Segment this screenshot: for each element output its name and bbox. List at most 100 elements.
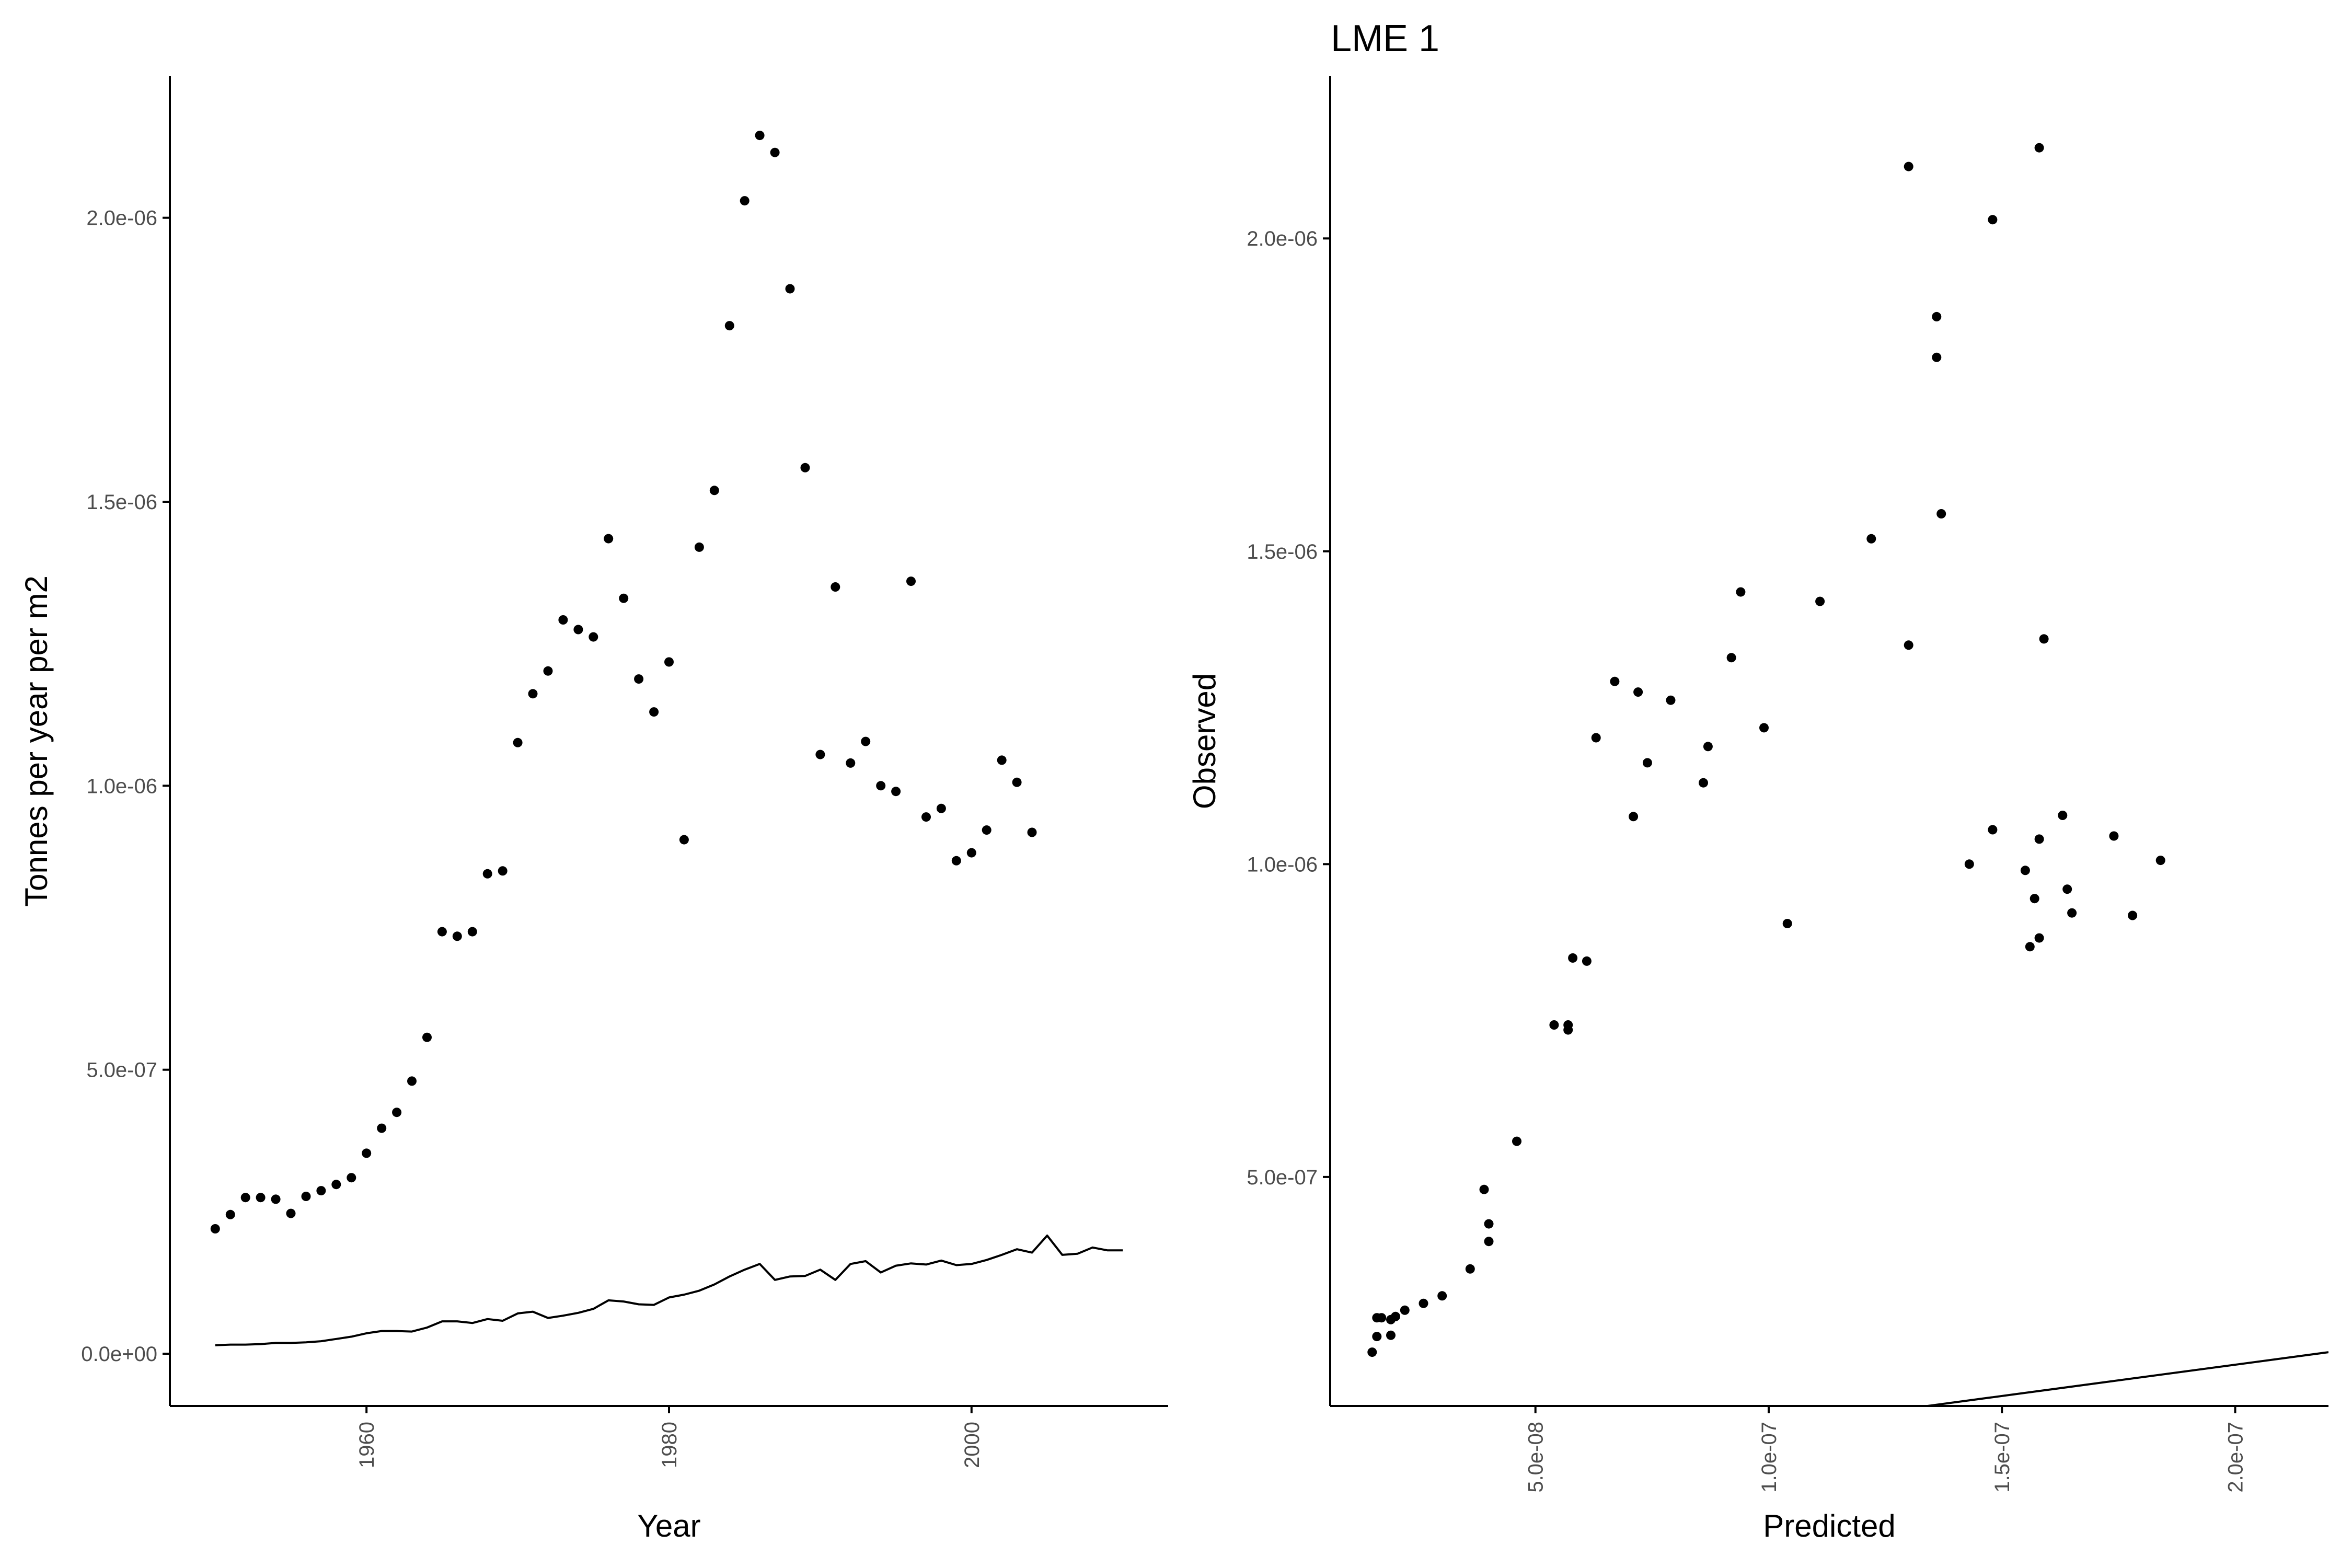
right-data-point bbox=[1815, 596, 1825, 606]
left-y-tick-label: 1.5e-06 bbox=[86, 491, 157, 514]
right-data-point bbox=[1391, 1311, 1400, 1321]
right-x-tick-label: 1.5e-07 bbox=[1991, 1422, 2014, 1493]
right-plot-area bbox=[1367, 143, 2328, 1406]
right-data-point bbox=[1512, 1136, 1521, 1146]
left-data-point bbox=[906, 577, 916, 586]
left-data-point bbox=[331, 1180, 341, 1190]
left-data-point bbox=[966, 848, 976, 858]
right-data-point bbox=[1964, 859, 1974, 869]
right-data-point bbox=[1568, 953, 1578, 963]
left-data-point bbox=[785, 284, 795, 294]
left-data-point bbox=[286, 1208, 296, 1218]
left-data-point bbox=[1012, 777, 1022, 787]
left-data-point bbox=[831, 582, 840, 592]
right-panel: 5.0e-07 1.0e-06 1.5e-06 2.0e-06 5.0e-08 1.0e-… bbox=[1187, 76, 2328, 1543]
left-data-point bbox=[891, 787, 901, 797]
right-data-point bbox=[1726, 653, 1736, 663]
right-data-point bbox=[2030, 894, 2039, 904]
right-data-point bbox=[1904, 162, 1913, 171]
right-data-point bbox=[2058, 811, 2068, 820]
left-data-point bbox=[210, 1224, 220, 1233]
right-x-tick-label: 5.0e-08 bbox=[1525, 1422, 1548, 1493]
left-data-point bbox=[982, 825, 991, 835]
right-data-point bbox=[1484, 1237, 1494, 1247]
left-data-point bbox=[513, 737, 523, 747]
right-data-point bbox=[1866, 534, 1876, 544]
right-y-tick-label: 1.0e-06 bbox=[1247, 853, 1318, 876]
right-data-point bbox=[2155, 856, 2165, 866]
left-panel: 0.0e+00 5.0e-07 1.0e-06 1.5e-06 2.0e-06 1960 1… bbox=[19, 76, 1168, 1543]
left-data-point bbox=[543, 666, 553, 676]
left-data-point bbox=[558, 615, 568, 625]
left-data-point bbox=[709, 486, 719, 495]
right-data-point bbox=[1633, 687, 1643, 697]
left-data-point bbox=[256, 1193, 266, 1203]
right-data-point bbox=[1932, 312, 1942, 321]
right-data-point bbox=[1736, 587, 1746, 597]
left-data-point bbox=[664, 657, 674, 667]
left-data-point bbox=[528, 689, 538, 699]
right-data-point bbox=[2034, 933, 2044, 943]
left-data-point bbox=[271, 1194, 281, 1204]
right-data-point bbox=[2025, 942, 2035, 952]
left-series-line bbox=[215, 1235, 1123, 1346]
right-data-point bbox=[1932, 352, 1942, 362]
right-data-point bbox=[1782, 919, 1792, 928]
right-data-point bbox=[2109, 831, 2119, 841]
left-data-point bbox=[316, 1186, 326, 1196]
left-data-point bbox=[876, 781, 886, 791]
left-y-tick-label: 1.0e-06 bbox=[86, 775, 157, 798]
left-y-tick-label: 0.0e+00 bbox=[81, 1343, 157, 1366]
left-data-point bbox=[347, 1173, 356, 1183]
left-data-point bbox=[846, 758, 856, 768]
right-data-point bbox=[1419, 1298, 1428, 1308]
right-data-point bbox=[2039, 634, 2049, 644]
left-data-point bbox=[301, 1192, 311, 1201]
right-data-point bbox=[2128, 910, 2138, 920]
left-ticks: 0.0e+00 5.0e-07 1.0e-06 1.5e-06 2.0e-06 1960 1… bbox=[81, 207, 984, 1468]
right-data-point bbox=[1591, 733, 1601, 743]
right-y-axis-title: Observed bbox=[1187, 673, 1222, 809]
right-data-point bbox=[1666, 695, 1676, 705]
left-data-point bbox=[240, 1193, 250, 1203]
right-data-point bbox=[1400, 1305, 1410, 1315]
right-y-tick-label: 5.0e-07 bbox=[1247, 1166, 1318, 1189]
left-y-tick-label: 2.0e-06 bbox=[86, 207, 157, 230]
right-data-point bbox=[1904, 640, 1913, 650]
plot-title: LME 1 bbox=[1331, 18, 1439, 60]
left-data-point bbox=[225, 1209, 235, 1219]
right-data-point bbox=[1372, 1332, 1382, 1342]
left-data-point bbox=[422, 1032, 432, 1042]
left-data-point bbox=[861, 736, 871, 746]
left-data-point bbox=[634, 674, 644, 684]
right-data-point bbox=[1386, 1330, 1396, 1340]
left-data-point bbox=[755, 131, 765, 141]
left-data-point bbox=[770, 147, 780, 157]
left-data-point bbox=[467, 927, 477, 937]
left-data-point bbox=[997, 755, 1007, 765]
right-data-point bbox=[1642, 758, 1652, 768]
right-data-point bbox=[2034, 834, 2044, 844]
right-data-point bbox=[1703, 742, 1713, 752]
left-data-point bbox=[437, 927, 447, 937]
right-data-point bbox=[1367, 1347, 1377, 1357]
left-data-point bbox=[604, 534, 614, 544]
right-data-point bbox=[1377, 1313, 1387, 1323]
right-x-tick-label: 2.0e-07 bbox=[2224, 1422, 2247, 1493]
right-data-point bbox=[2020, 866, 2030, 875]
right-data-point bbox=[1465, 1264, 1475, 1274]
left-data-point bbox=[694, 542, 704, 552]
left-data-point bbox=[740, 196, 750, 206]
left-plot-area bbox=[210, 131, 1123, 1346]
left-data-point bbox=[482, 869, 492, 879]
left-data-point bbox=[951, 856, 961, 866]
right-data-point bbox=[1699, 778, 1708, 788]
right-data-point bbox=[1629, 812, 1639, 822]
left-data-point bbox=[815, 750, 825, 759]
right-data-point bbox=[1936, 509, 1946, 518]
right-data-point bbox=[2062, 884, 2072, 894]
right-y-tick-label: 2.0e-06 bbox=[1247, 227, 1318, 250]
left-y-tick-label: 5.0e-07 bbox=[86, 1059, 157, 1082]
right-data-point bbox=[1563, 1025, 1573, 1035]
